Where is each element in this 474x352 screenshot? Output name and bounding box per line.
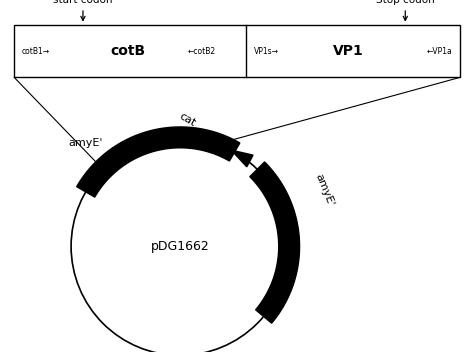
Bar (14, 25, 460, 77)
Text: ←VP1a: ←VP1a (427, 46, 453, 56)
Polygon shape (266, 293, 283, 314)
Polygon shape (159, 127, 240, 161)
Text: cat: cat (177, 111, 197, 128)
Polygon shape (139, 137, 161, 150)
Polygon shape (250, 162, 300, 323)
Text: start codon: start codon (53, 0, 113, 20)
Text: cotB1→: cotB1→ (21, 46, 49, 56)
Text: VP1: VP1 (333, 44, 364, 58)
Text: pDG1662: pDG1662 (151, 240, 210, 253)
Polygon shape (77, 129, 163, 197)
Text: cotB: cotB (110, 44, 146, 58)
Text: amyE': amyE' (69, 138, 103, 147)
Polygon shape (231, 150, 253, 167)
Text: amyE': amyE' (314, 172, 336, 208)
Text: Stop codon: Stop codon (376, 0, 435, 20)
Text: VP1s→: VP1s→ (254, 46, 279, 56)
Text: ←cotB2: ←cotB2 (188, 46, 216, 56)
